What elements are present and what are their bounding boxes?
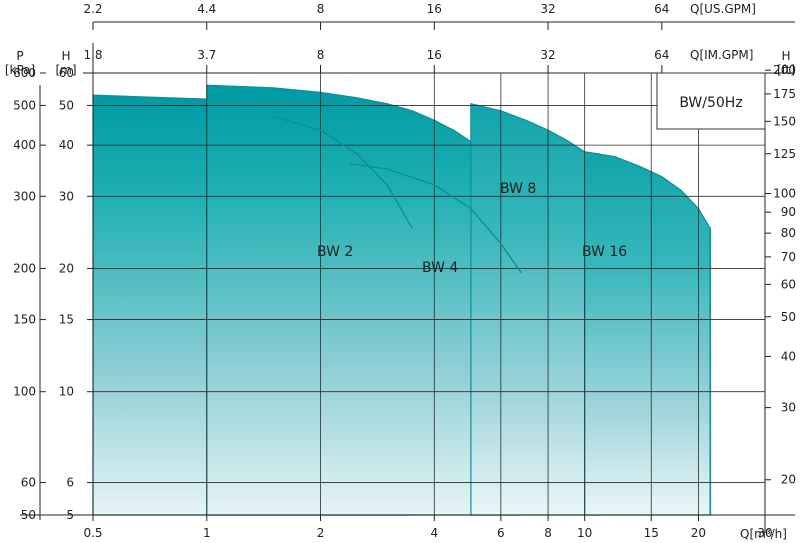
x-tick-label: 10 xyxy=(577,526,592,540)
series-areas xyxy=(92,84,712,516)
pressure-tick-label: 60 xyxy=(21,476,36,490)
series-area-bw8 xyxy=(470,102,601,516)
pressure-tick-label: 50 xyxy=(21,508,36,522)
top-us-tick-label: 4.4 xyxy=(197,2,216,16)
top-im-axis-label: Q[IM.GPM] xyxy=(690,48,753,62)
top-im-tick-label: 3.7 xyxy=(197,48,216,62)
pressure-axis-unit: [kPa] xyxy=(5,63,35,77)
x-tick-label: 20 xyxy=(691,526,706,540)
x-tick-label: 4 xyxy=(430,526,438,540)
x-tick-label: 0.5 xyxy=(83,526,102,540)
legend-box xyxy=(656,72,766,130)
top-us-tick-label: 2.2 xyxy=(83,2,102,16)
head-m-tick-label: 6 xyxy=(66,476,74,490)
head-m-tick-label: 10 xyxy=(59,385,74,399)
pressure-tick-label: 600 xyxy=(13,66,36,80)
series-label-bw4: BW 4 xyxy=(422,260,458,276)
head-ft-tick-label: 200 xyxy=(773,63,796,77)
head-m-tick-label: 50 xyxy=(59,98,74,112)
top-im-tick-label: 16 xyxy=(427,48,442,62)
pressure-tick-label: 300 xyxy=(13,189,36,203)
head-ft-tick-label: 20 xyxy=(781,473,796,487)
x-tick-label: 30 xyxy=(757,526,772,540)
x-tick-label: 8 xyxy=(544,526,552,540)
pressure-axis-title: P xyxy=(16,49,23,63)
x-tick-label: 2 xyxy=(317,526,325,540)
head-ft-axis-unit: [ft] xyxy=(777,63,795,77)
top-im-tick-label: 1.8 xyxy=(83,48,102,62)
series-label-bw16: BW 16 xyxy=(582,244,627,260)
top-im-tick-label: 8 xyxy=(317,48,325,62)
head-ft-tick-label: 50 xyxy=(781,310,796,324)
inner-curves xyxy=(273,115,522,274)
pressure-tick-label: 100 xyxy=(13,385,36,399)
x-tick-label: 1 xyxy=(203,526,211,540)
top-im-tick-label: 32 xyxy=(540,48,555,62)
head-m-tick-label: 5 xyxy=(66,508,74,522)
series-area-bw16 xyxy=(584,151,711,516)
head-m-tick-label: 15 xyxy=(59,313,74,327)
head-ft-tick-label: 40 xyxy=(781,349,796,363)
head-ft-tick-label: 175 xyxy=(773,87,796,101)
series-label-bw2: BW 2 xyxy=(317,244,353,260)
x-axis-label: Q[m³/h] xyxy=(740,527,787,541)
head-ft-tick-label: 100 xyxy=(773,186,796,200)
top-us-tick-label: 16 xyxy=(427,2,442,16)
pressure-tick-label: 150 xyxy=(13,313,36,327)
chart-title: BW/50Hz xyxy=(679,95,742,111)
head-ft-tick-label: 90 xyxy=(781,205,796,219)
head-ft-tick-label: 150 xyxy=(773,114,796,128)
top-us-tick-label: 8 xyxy=(317,2,325,16)
top-us-tick-label: 64 xyxy=(654,2,669,16)
x-tick-label: 15 xyxy=(644,526,659,540)
head-m-axis-unit: [m] xyxy=(55,63,76,77)
pressure-tick-label: 200 xyxy=(13,261,36,275)
head-ft-tick-label: 80 xyxy=(781,226,796,240)
tick-labels: 0.5 1 2 4 6 8 10 15 20 30 2.2 4.4 8 16 32 64 1.8 3.7 8 16 32… xyxy=(13,2,796,540)
head-ft-tick-label: 30 xyxy=(781,401,796,415)
head-ft-axis-title: H xyxy=(781,49,790,63)
axes xyxy=(20,21,795,533)
head-ft-tick-label: 125 xyxy=(773,147,796,161)
head-ft-tick-label: 60 xyxy=(781,277,796,291)
head-m-axis-title: H xyxy=(61,49,70,63)
head-m-tick-label: 30 xyxy=(59,189,74,203)
top-im-tick-label: 64 xyxy=(654,48,669,62)
top-us-tick-label: 32 xyxy=(540,2,555,16)
head-m-tick-label: 60 xyxy=(59,66,74,80)
x-tick-label: 6 xyxy=(497,526,505,540)
top-us-axis-label: Q[US.GPM] xyxy=(690,2,756,16)
pressure-tick-label: 500 xyxy=(13,98,36,112)
inner-curve-bw4 xyxy=(350,163,522,274)
head-ft-tick-label: 70 xyxy=(781,250,796,264)
series-label-bw8: BW 8 xyxy=(500,181,536,197)
pressure-tick-label: 400 xyxy=(13,138,36,152)
inner-curve-bw2 xyxy=(273,115,414,230)
head-m-tick-label: 40 xyxy=(59,138,74,152)
head-m-tick-label: 20 xyxy=(59,261,74,275)
